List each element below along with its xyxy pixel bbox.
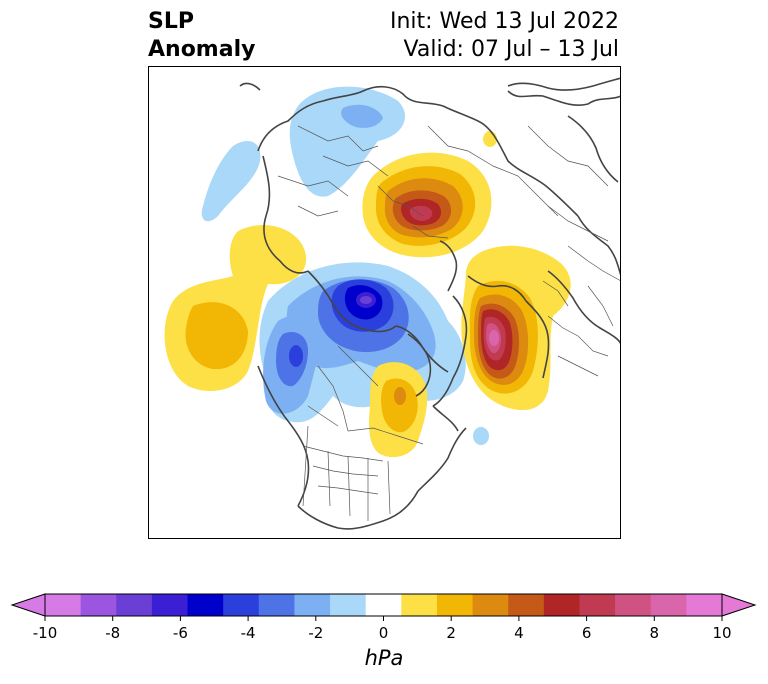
colorbar-cell [436, 594, 474, 616]
map-title: SLP Anomaly [148, 8, 255, 64]
valid-range: Valid: 07 Jul – 13 Jul [403, 37, 619, 62]
colorbar-cell [579, 594, 616, 616]
init-date: Init: Wed 13 Jul 2022 [389, 9, 619, 34]
colorbar-cell [330, 594, 367, 616]
north-pacific-high [164, 225, 307, 391]
colorbar-cell [187, 594, 224, 616]
colorbar-tick-label: 2 [446, 624, 456, 640]
colorbar-tick-label: -4 [241, 624, 256, 640]
colorbar-extend-high [721, 593, 757, 617]
colorbar-tick-label: 8 [650, 624, 660, 640]
colorbar-cell [650, 594, 687, 616]
colorbar-tick-label: 6 [582, 624, 592, 640]
colorbar-tick-label: -6 [173, 624, 188, 640]
colorbar-cell [615, 594, 652, 616]
central-asia-low [289, 86, 406, 197]
map-dates: Init: Wed 13 Jul 2022 Valid: 07 Jul – 13… [390, 8, 619, 64]
colorbar-cell [151, 594, 189, 616]
gulf-of-alaska-low [263, 316, 319, 414]
ural-siberia-high [362, 152, 492, 258]
colorbar-cell [223, 594, 260, 616]
colorbar-tick-label: -8 [105, 624, 120, 640]
colorbar-cell [401, 594, 438, 616]
colorbar-unit-label: hPa [364, 646, 404, 670]
eastern-canada-high [369, 362, 428, 458]
slp-anomaly-map [148, 66, 621, 539]
colorbar-cell [80, 594, 117, 616]
colorbar-tick-label: 10 [712, 624, 731, 640]
colorbar-cell [543, 594, 580, 616]
colorbar-tick-label: 0 [379, 624, 389, 640]
title-line-1: SLP [148, 9, 194, 34]
colorbar-cell [686, 594, 723, 616]
colorbar-extend-low [10, 593, 46, 617]
small-low-cell [473, 427, 489, 445]
colorbar-cell [365, 594, 402, 616]
colorbar-cell [294, 594, 331, 616]
colorbar-cell [258, 594, 295, 616]
colorbar-tick-label: -2 [308, 624, 323, 640]
colorbar-cell [508, 594, 545, 616]
coastlines [239, 77, 621, 530]
colorbar: -10 -8 -6 -4 -2 0 2 4 6 8 10 [10, 593, 757, 640]
west-pacific-low [201, 141, 261, 222]
colorbar-cell [472, 594, 509, 616]
small-high-cell [483, 131, 497, 147]
title-line-2: Anomaly [148, 37, 256, 62]
colorbar-tick-label: -10 [33, 624, 58, 640]
colorbar-tick-label: 4 [514, 624, 524, 640]
colorbar-cell [116, 594, 153, 616]
colorbar-cell [45, 594, 82, 616]
borders [277, 125, 621, 521]
